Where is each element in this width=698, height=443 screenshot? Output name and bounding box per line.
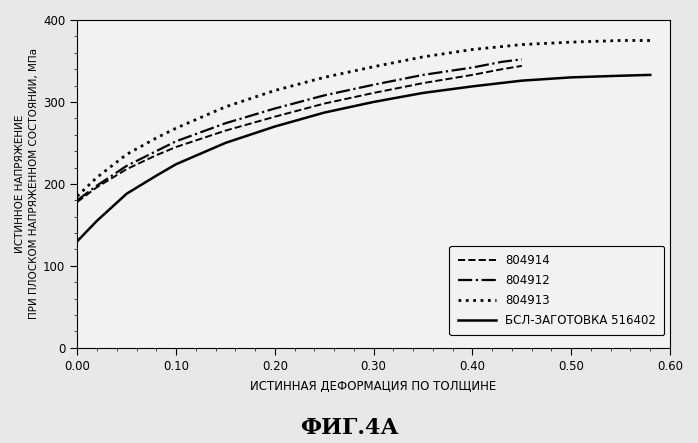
Text: ФИГ.4А: ФИГ.4А xyxy=(299,416,399,439)
X-axis label: ИСТИННАЯ ДЕФОРМАЦИЯ ПО ТОЛЩИНЕ: ИСТИННАЯ ДЕФОРМАЦИЯ ПО ТОЛЩИНЕ xyxy=(251,380,497,392)
Legend: 804914, 804912, 804913, БСЛ-ЗАГОТОВКА 516402: 804914, 804912, 804913, БСЛ-ЗАГОТОВКА 51… xyxy=(450,245,664,335)
Y-axis label: ИСТИННОЕ НАПРЯЖЕНИЕ
ПРИ ПЛОСКОМ НАПРЯЖЕННОМ СОСТОЯНИИ, МПа: ИСТИННОЕ НАПРЯЖЕНИЕ ПРИ ПЛОСКОМ НАПРЯЖЕН… xyxy=(15,48,39,319)
